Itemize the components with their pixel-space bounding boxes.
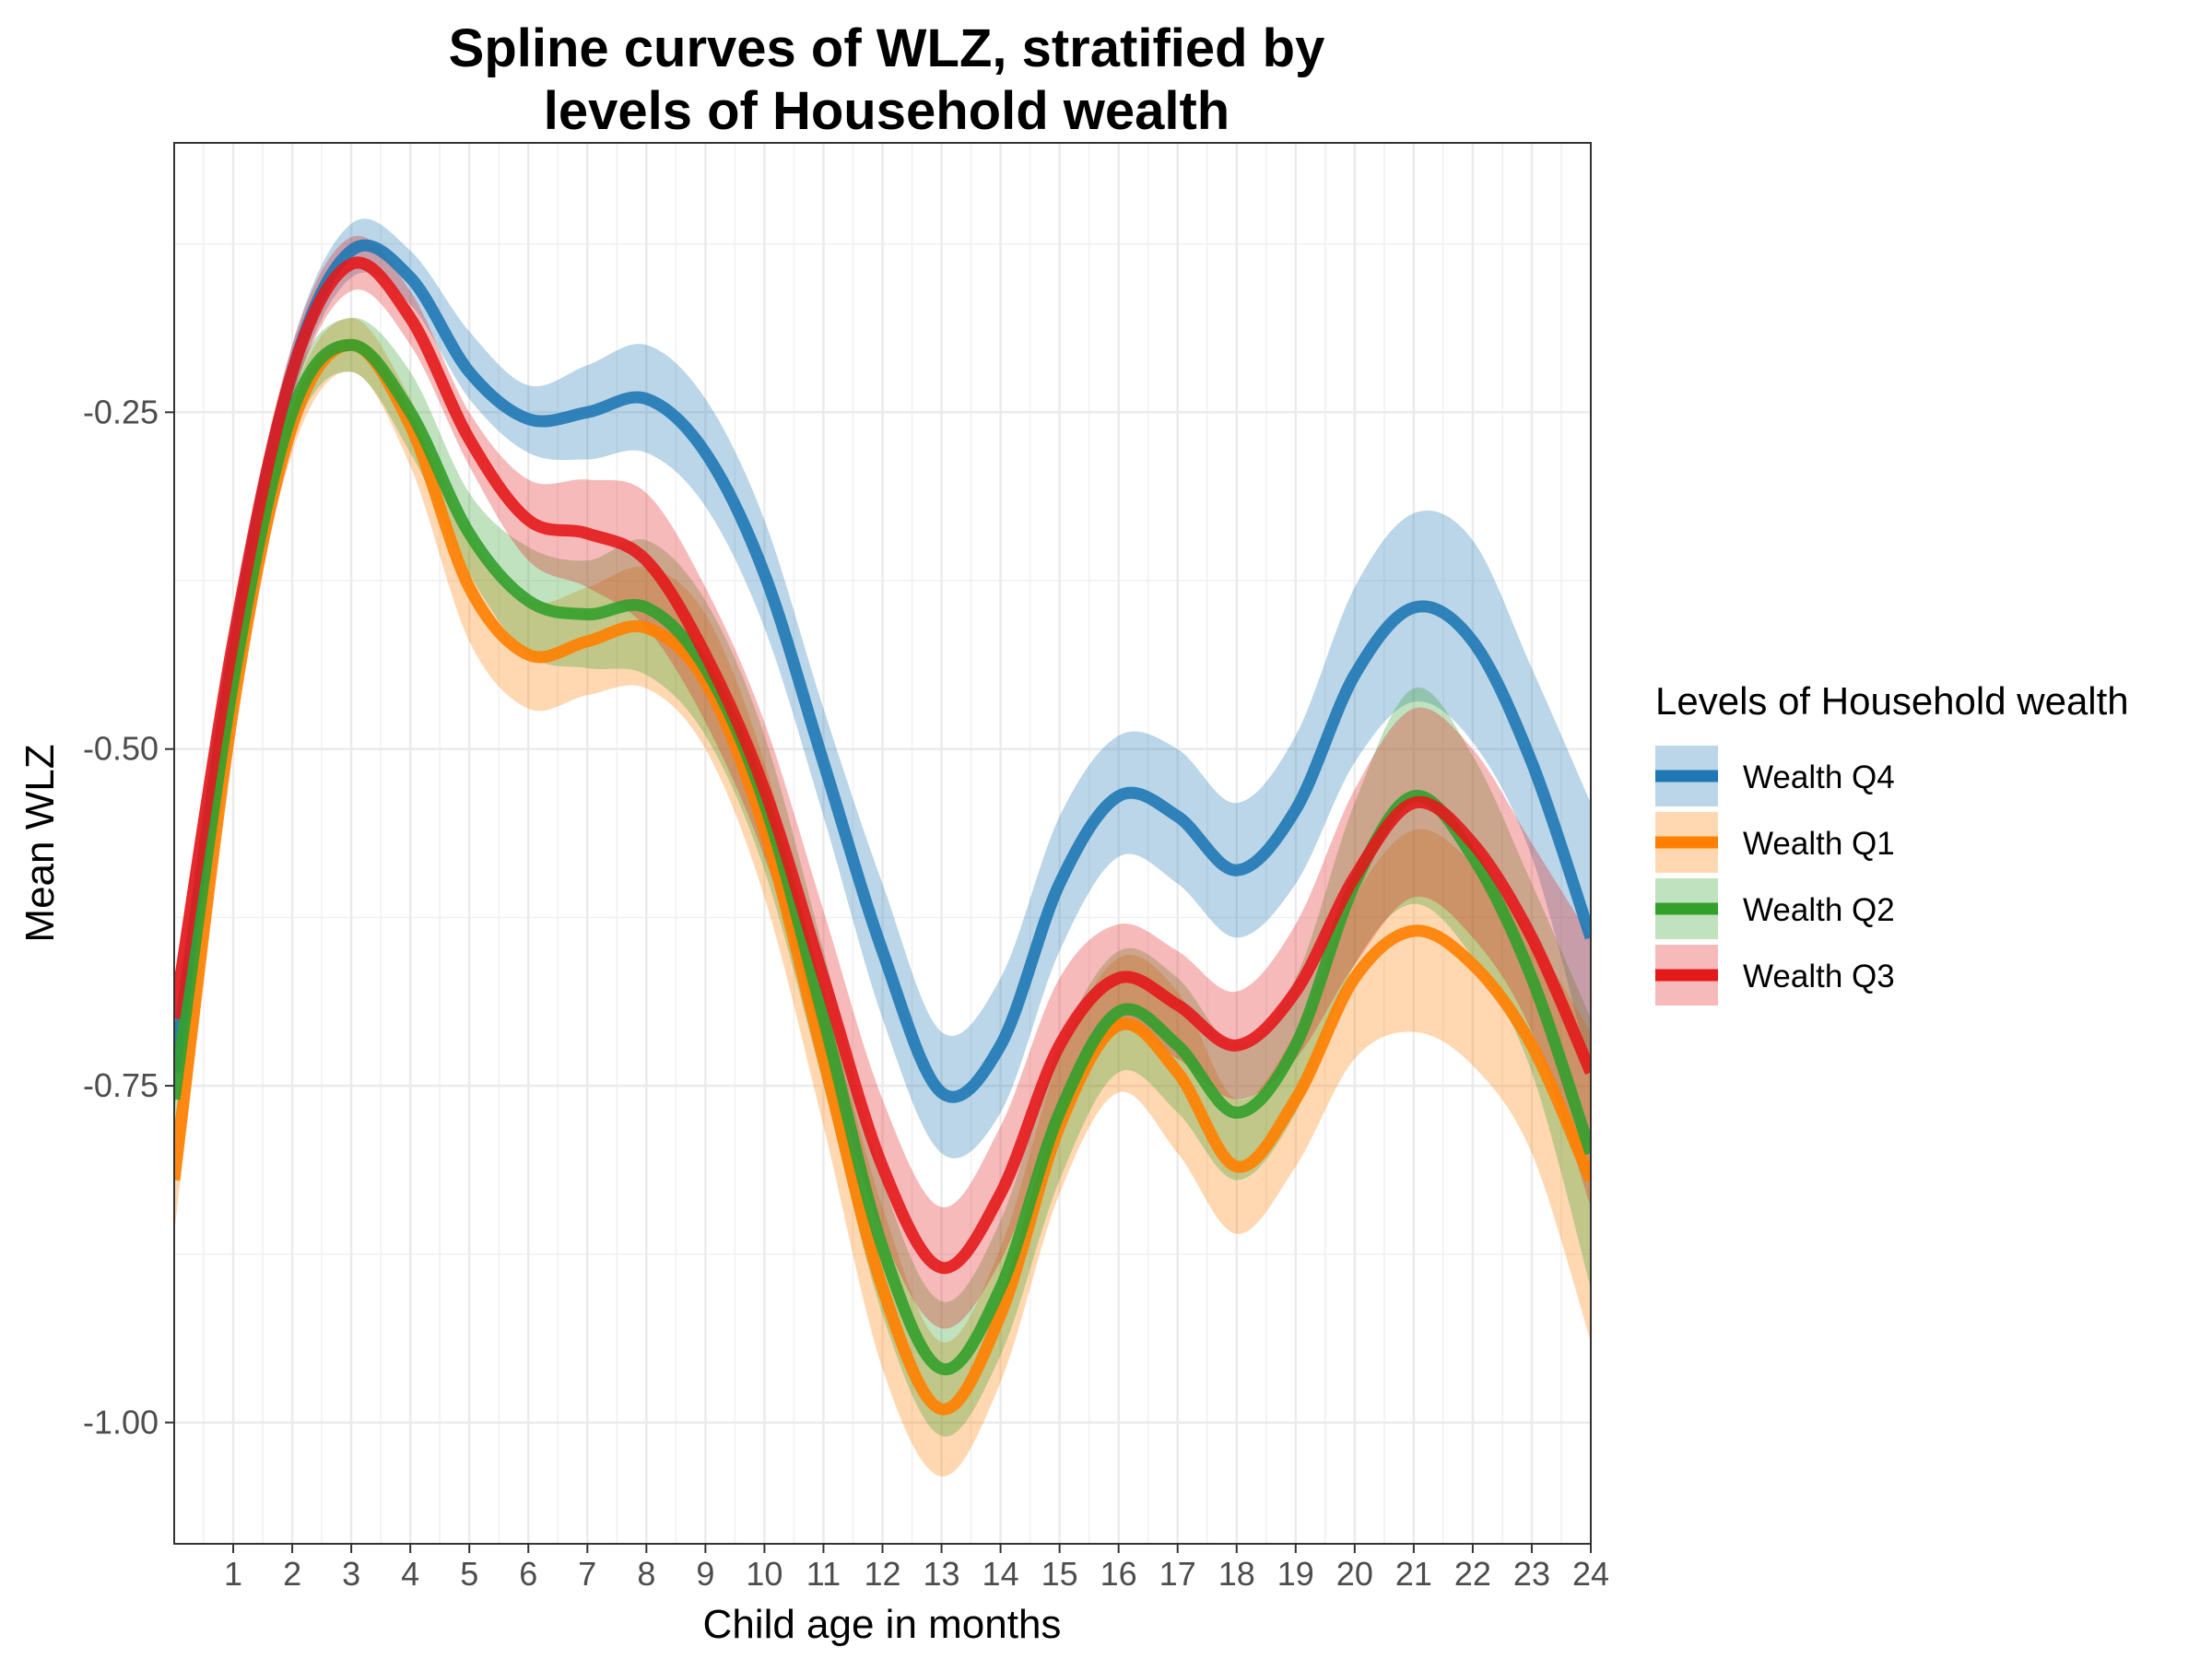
x-tick-label: 20 (1336, 1555, 1373, 1593)
x-tick-label: 24 (1572, 1555, 1609, 1593)
legend-label: Wealth Q2 (1743, 892, 1895, 928)
ci-band-wealth-q4 (174, 218, 1591, 1159)
x-tick-label: 6 (519, 1555, 537, 1593)
legend-item-wealth-q4: Wealth Q4 (1655, 746, 1895, 806)
x-tick-label: 17 (1159, 1555, 1196, 1593)
legend-label: Wealth Q4 (1743, 759, 1895, 795)
legend-title: Levels of Household wealth (1655, 679, 2129, 723)
x-tick-label: 11 (806, 1555, 841, 1593)
x-axis-ticks: 1 2 3 4 5 6 7 8 9 10 11 12 13 14 15 16 17 18 19 20 21 22 23 24 (224, 1544, 1609, 1593)
legend-items: Wealth Q4 Wealth Q1 Wealth Q2 Wealth Q3 (1655, 746, 1895, 1006)
x-tick-label: 13 (924, 1555, 960, 1593)
y-tick-label: -0.50 (83, 730, 159, 768)
x-tick-label: 3 (342, 1555, 360, 1593)
x-tick-label: 4 (401, 1555, 419, 1593)
legend-item-wealth-q3: Wealth Q3 (1655, 945, 1895, 1006)
x-tick-label: 18 (1218, 1555, 1255, 1593)
x-tick-label: 16 (1100, 1555, 1137, 1593)
legend-item-wealth-q1: Wealth Q1 (1655, 812, 1895, 873)
series-line-wealth-q3 (174, 256, 1591, 1275)
x-tick-label: 10 (746, 1555, 782, 1593)
x-axis-title: Child age in months (703, 1602, 1062, 1647)
x-tick-label: 1 (224, 1555, 242, 1593)
x-tick-label: 19 (1277, 1555, 1314, 1593)
y-tick-label: -0.25 (83, 393, 159, 430)
x-tick-label: 9 (696, 1555, 714, 1593)
x-tick-label: 12 (864, 1555, 900, 1593)
y-axis-title: Mean WLZ (18, 744, 63, 942)
series-lines (174, 239, 1591, 1416)
x-tick-label: 15 (1041, 1555, 1078, 1593)
y-axis-ticks: -1.00 -0.75 -0.50 -0.25 (83, 393, 174, 1441)
ci-band-wealth-q3 (174, 235, 1591, 1329)
x-tick-label: 22 (1454, 1555, 1491, 1593)
x-tick-label: 14 (982, 1555, 1019, 1593)
x-tick-label: 23 (1513, 1555, 1550, 1593)
x-tick-label: 21 (1395, 1555, 1432, 1593)
chart-title-line-2: levels of Household wealth (544, 81, 1230, 141)
legend-label: Wealth Q1 (1743, 826, 1895, 862)
series-line-wealth-q4 (174, 239, 1591, 1103)
legend-label: Wealth Q3 (1743, 959, 1895, 994)
y-tick-label: -1.00 (83, 1403, 159, 1441)
x-tick-label: 8 (637, 1555, 655, 1593)
x-tick-label: 2 (283, 1555, 301, 1593)
x-tick-label: 5 (460, 1555, 478, 1593)
y-tick-label: -0.75 (83, 1066, 159, 1104)
gridlines (173, 143, 1593, 1544)
chart-title-line-1: Spline curves of WLZ, stratified by (449, 18, 1325, 78)
legend: Levels of Household wealth Wealth Q4Weal… (1655, 679, 2129, 1006)
legend-item-wealth-q2: Wealth Q2 (1655, 878, 1895, 939)
x-tick-label: 7 (578, 1555, 596, 1593)
